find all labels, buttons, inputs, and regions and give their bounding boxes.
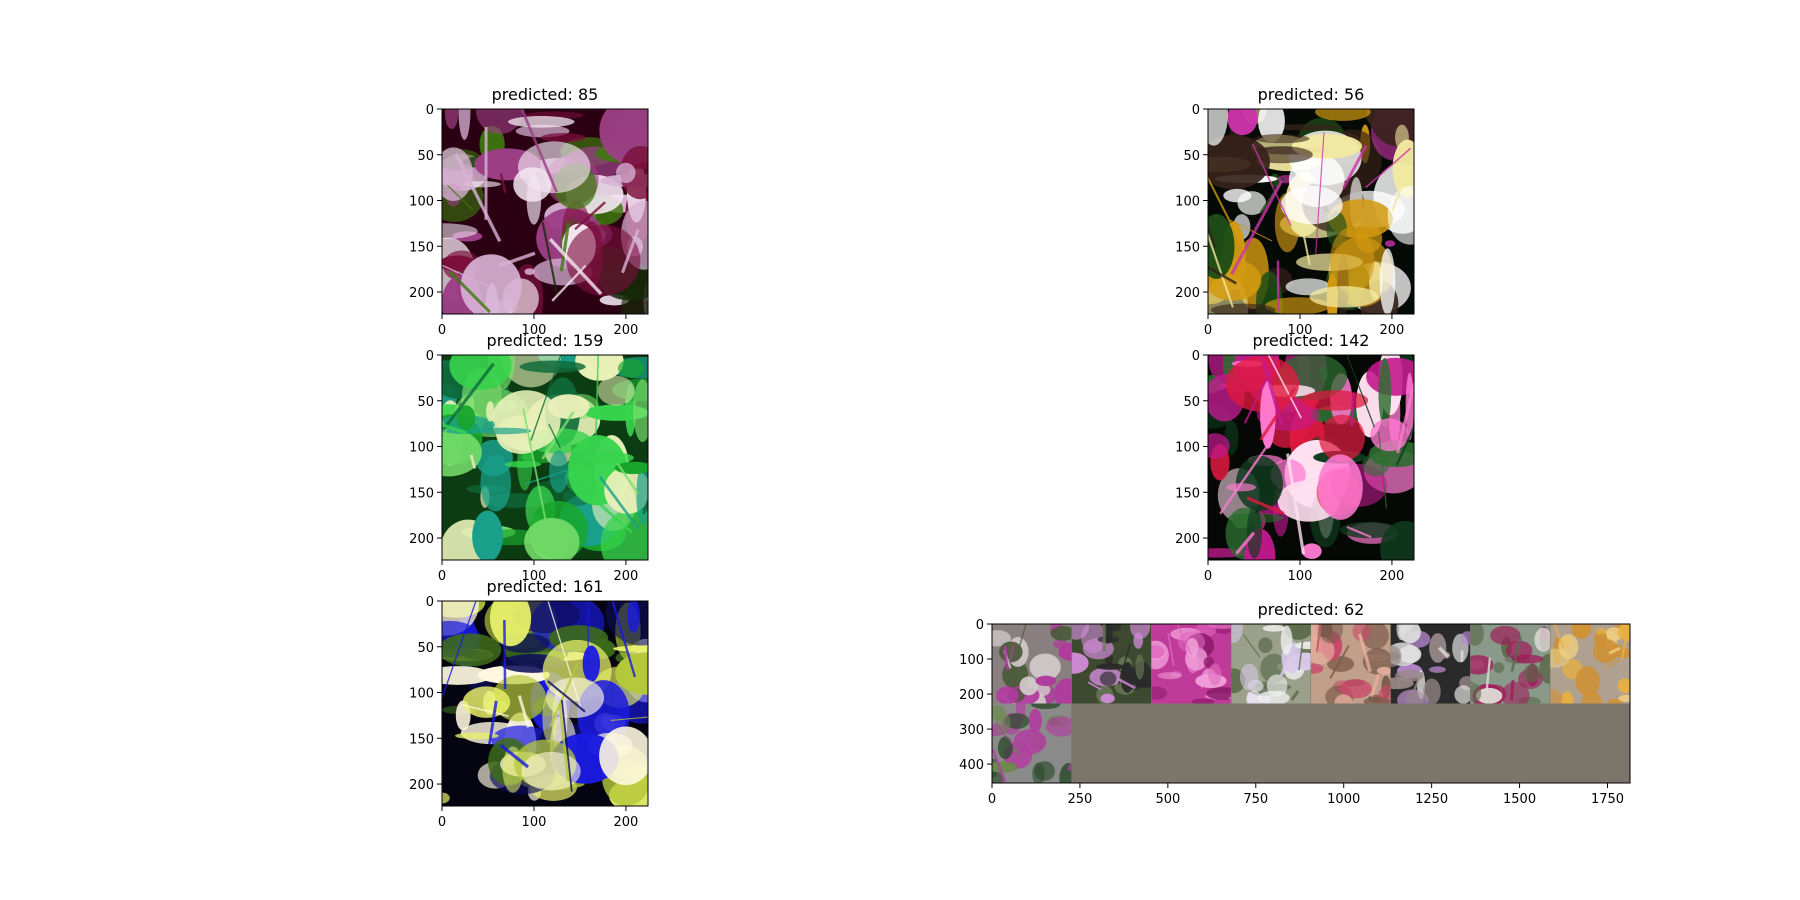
x-tick-label: 100: [1288, 323, 1313, 338]
y-tick-label: 50: [1183, 395, 1200, 410]
subplot-4: 0 100 200 0 50 100 150 200 predicted: 142: [1175, 331, 1415, 584]
y-tick-label: 100: [409, 441, 434, 456]
axes-frame: [991, 623, 1631, 784]
image-content: [992, 624, 1630, 783]
subplot-1: 0 100 200 0 50 100 150 200 predicted: 85: [409, 85, 649, 338]
image-content: [442, 355, 648, 560]
axes-frame: [1207, 108, 1415, 315]
y-tick-label: 50: [1183, 149, 1200, 164]
image-content: [1208, 109, 1414, 314]
x-tick-label: 100: [1288, 569, 1313, 584]
y-tick-label: 200: [1175, 286, 1200, 301]
x-tick-label: 750: [1243, 792, 1268, 807]
y-tick-label: 50: [417, 641, 434, 656]
y-tick-label: 50: [417, 149, 434, 164]
axes-frame: [1207, 354, 1415, 561]
subplot-5: 0 100 200 0 50 100 150 200 predicted: 161: [409, 577, 649, 830]
thumbnail-7: [1470, 624, 1550, 704]
y-tick-label: 100: [409, 687, 434, 702]
axes-frame: [441, 108, 649, 315]
x-tick-label: 200: [614, 815, 639, 830]
y-tick-label: 150: [409, 732, 434, 747]
x-tick-label: 500: [1155, 792, 1180, 807]
thumbnail-1: [992, 624, 1072, 704]
x-tick-label: 0: [438, 323, 446, 338]
y-tick-label: 100: [1175, 195, 1200, 210]
thumbnail-9: [992, 703, 1072, 783]
x-tick-label: 100: [522, 815, 547, 830]
x-tick-label: 0: [988, 792, 996, 807]
y-tick-label: 200: [409, 778, 434, 793]
subplot-3: 0 100 200 0 50 100 150 200 predicted: 159: [409, 331, 649, 584]
y-tick-label: 200: [409, 286, 434, 301]
x-tick-label: 0: [438, 569, 446, 584]
y-tick-label: 0: [426, 595, 434, 610]
subplot-title: predicted: 142: [1253, 331, 1370, 350]
x-tick-label: 200: [1380, 323, 1405, 338]
thumbnail-6: [1390, 624, 1471, 704]
y-tick-label: 50: [417, 395, 434, 410]
axes-frame: [441, 600, 649, 807]
x-tick-label: 1250: [1415, 792, 1448, 807]
y-tick-label: 150: [1175, 240, 1200, 255]
y-tick-label: 0: [1192, 103, 1200, 118]
x-tick-label: 1000: [1327, 792, 1360, 807]
x-tick-label: 1750: [1591, 792, 1624, 807]
thumbnail-3: [1151, 624, 1231, 704]
y-tick-label: 300: [959, 723, 984, 738]
subplot-2: 0 100 200 0 50 100 150 200 predicted: 56: [1175, 85, 1415, 338]
subplot-title: predicted: 85: [492, 85, 599, 104]
subplot-title: predicted: 56: [1258, 85, 1365, 104]
y-tick-label: 0: [426, 103, 434, 118]
x-tick-label: 100: [522, 569, 547, 584]
subplot-title: predicted: 62: [1258, 600, 1365, 619]
thumbnail-2: [1071, 624, 1152, 704]
x-tick-label: 0: [1204, 569, 1212, 584]
y-tick-label: 150: [1175, 486, 1200, 501]
x-tick-label: 250: [1068, 792, 1093, 807]
y-tick-label: 200: [1175, 532, 1200, 547]
x-tick-label: 0: [438, 815, 446, 830]
y-tick-label: 100: [959, 653, 984, 668]
y-tick-label: 0: [426, 349, 434, 364]
y-tick-label: 150: [409, 486, 434, 501]
y-tick-label: 100: [409, 195, 434, 210]
axes-frame: [441, 354, 649, 561]
image-content: [1208, 355, 1414, 560]
thumbnail-5: [1311, 624, 1391, 704]
y-tick-label: 200: [959, 688, 984, 703]
thumbnail-4: [1231, 624, 1311, 704]
thumbnail-8: [1550, 624, 1630, 704]
x-tick-label: 200: [1380, 569, 1405, 584]
x-tick-label: 200: [614, 569, 639, 584]
image-content: [442, 109, 648, 314]
y-tick-label: 0: [976, 618, 984, 633]
subplot-title: predicted: 159: [487, 331, 604, 350]
subplot-title: predicted: 161: [487, 577, 604, 596]
y-tick-label: 400: [959, 758, 984, 773]
x-tick-label: 1500: [1503, 792, 1536, 807]
subplot-6: 0 250 500 750 1000 1250 1500 1750 0 100 200 300 400 p…: [959, 600, 1631, 807]
image-content: [442, 601, 648, 806]
x-tick-label: 100: [522, 323, 547, 338]
y-tick-label: 100: [1175, 441, 1200, 456]
y-tick-label: 150: [409, 240, 434, 255]
y-tick-label: 200: [409, 532, 434, 547]
x-tick-label: 0: [1204, 323, 1212, 338]
y-tick-label: 0: [1192, 349, 1200, 364]
x-tick-label: 200: [614, 323, 639, 338]
